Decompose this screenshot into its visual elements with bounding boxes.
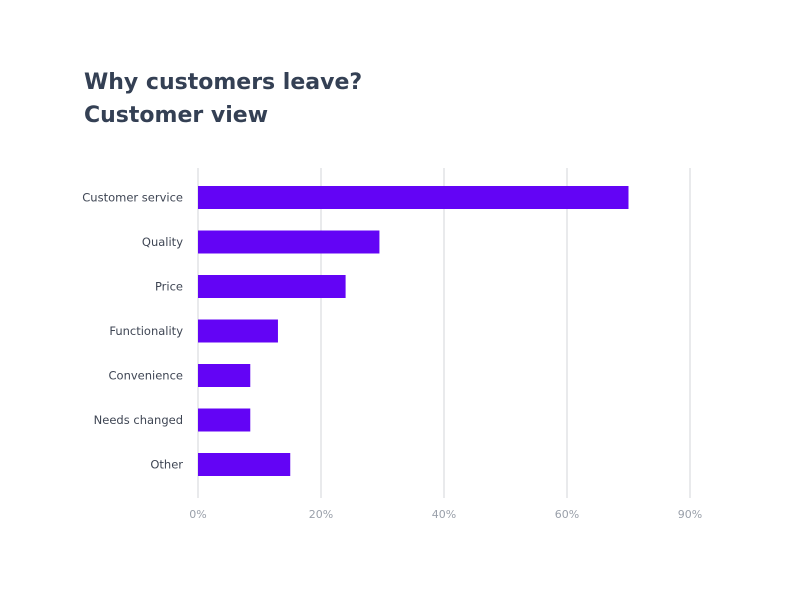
bar	[198, 319, 278, 343]
category-label: Price	[155, 280, 183, 294]
category-label: Quality	[142, 235, 183, 249]
bar	[198, 408, 251, 432]
category-label: Needs changed	[94, 413, 183, 427]
bar	[198, 453, 291, 476]
x-tick-label: 0%	[189, 508, 206, 521]
category-label: Convenience	[109, 369, 183, 383]
bar	[198, 230, 380, 254]
chart-title-block: Why customers leave? Customer view	[84, 66, 362, 132]
category-label: Customer service	[82, 191, 183, 205]
chart-title: Why customers leave?	[84, 70, 363, 95]
category-label: Other	[150, 458, 183, 472]
bar	[198, 364, 251, 387]
x-tick-label: 60%	[555, 508, 579, 521]
bar	[198, 186, 629, 209]
x-tick-label: 40%	[432, 508, 456, 521]
bar	[198, 275, 346, 298]
x-tick-label: 20%	[309, 508, 333, 521]
chart-subtitle: Customer view	[84, 103, 269, 128]
x-tick-label: 90%	[678, 508, 702, 521]
category-label: Functionality	[109, 324, 183, 338]
